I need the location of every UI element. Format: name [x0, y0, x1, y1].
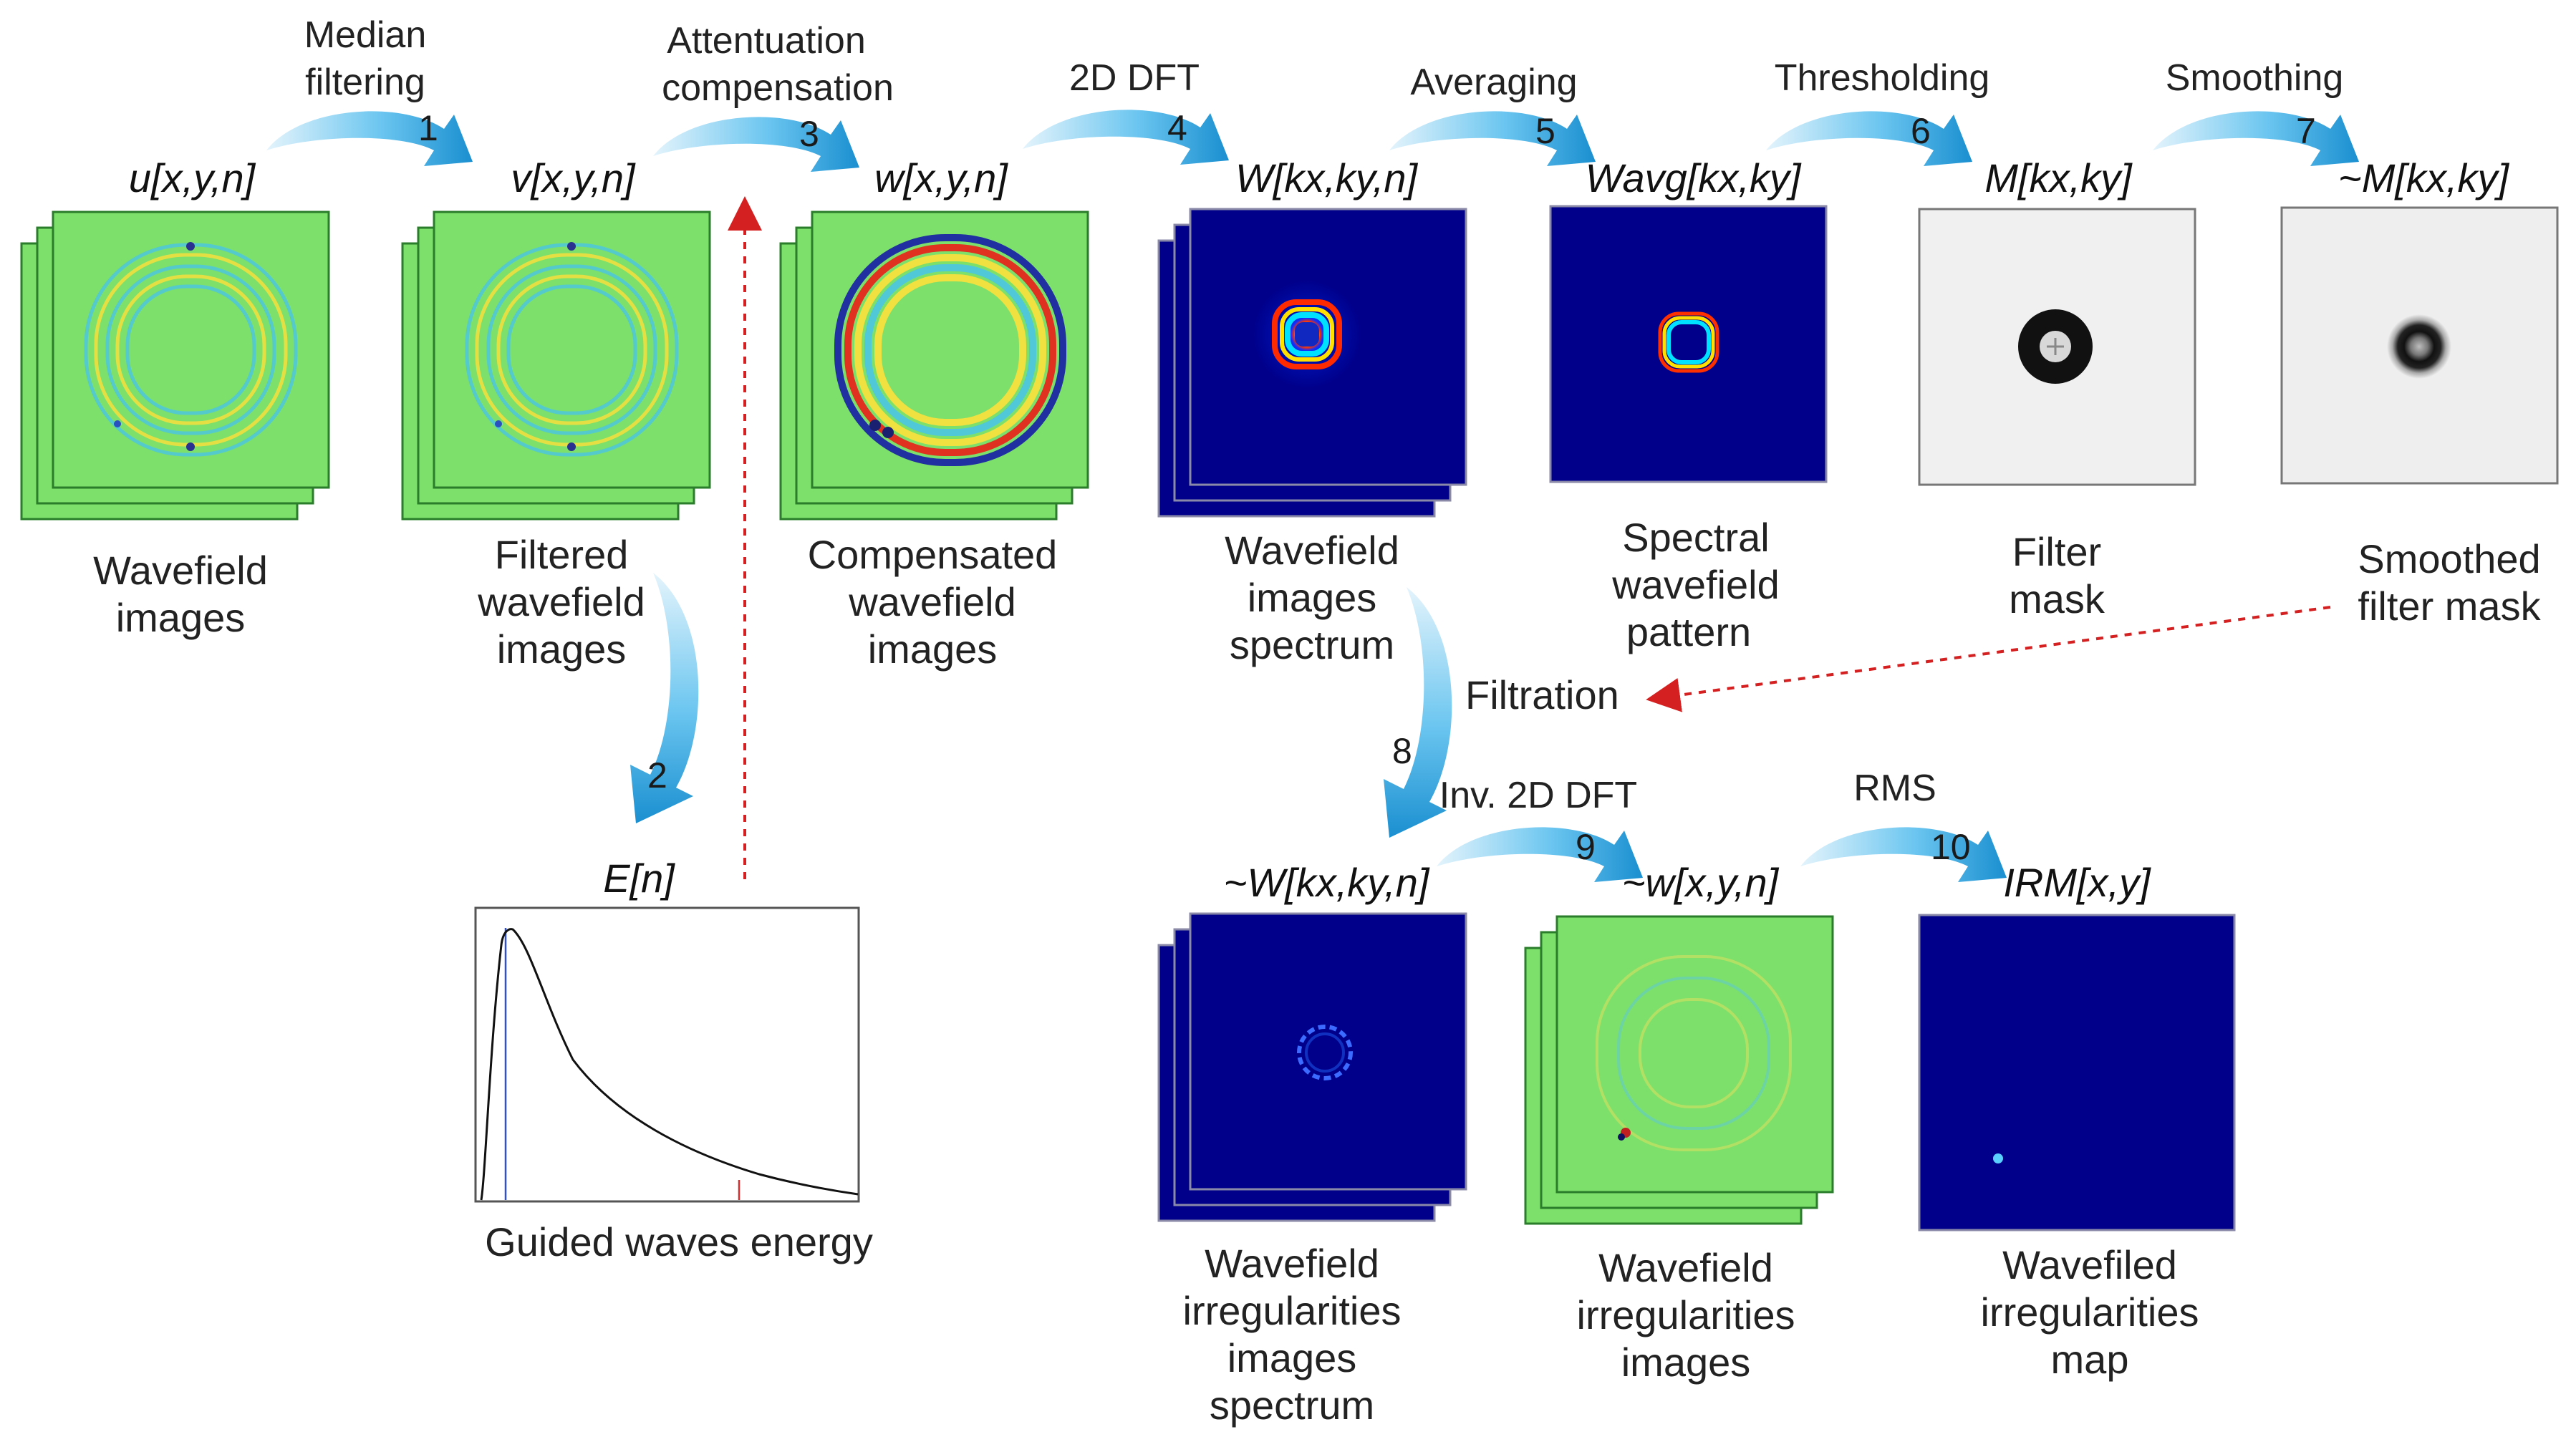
caption-line: Wavefield — [1205, 1241, 1379, 1286]
caption-line: Guided waves energy — [485, 1219, 873, 1264]
arrow-step-10 — [1800, 827, 2007, 882]
guided-waves-energy-plot — [474, 906, 860, 1203]
step-number: 10 — [1931, 827, 1971, 867]
caption-line: images — [1621, 1340, 1751, 1385]
caption-line: Wavefield — [93, 548, 268, 593]
caption-line: images — [1248, 575, 1377, 620]
caption-line: filter mask — [2358, 584, 2541, 629]
caption-line: Smoothed — [2358, 536, 2540, 581]
arrow-step-6 — [1766, 111, 1972, 166]
mask-to-filtration-dashed-arrow — [1646, 606, 2331, 712]
step-number: 9 — [1576, 827, 1596, 867]
caption-line: images — [868, 626, 998, 672]
node-symbol: ~W[kx,ky,n] — [1224, 860, 1430, 905]
node-symbol: u[x,y,n] — [129, 155, 256, 200]
caption-line: map — [2051, 1337, 2129, 1382]
step-label-inv-2d-dft: Inv. 2D DFT — [1439, 775, 1637, 816]
process-arrows — [266, 110, 2359, 882]
caption-line: Wavefield — [1225, 528, 1399, 573]
arrow-step-5 — [1389, 111, 1596, 166]
smoothed-filter-mask — [2280, 206, 2559, 485]
step-number: 2 — [647, 755, 667, 795]
caption-line: wavefield — [477, 579, 645, 624]
step-label-compensation: compensation — [662, 67, 894, 109]
step-number: 7 — [2296, 111, 2316, 151]
caption-line: spectrum — [1210, 1383, 1374, 1428]
caption-line: images — [1227, 1335, 1357, 1380]
irregularities-map — [1918, 914, 2236, 1231]
step-label-thresholding: Thresholding — [1775, 57, 1990, 99]
node-symbol: W[kx,ky,n] — [1235, 155, 1419, 200]
filter-mask — [1918, 208, 2196, 486]
irregularities-spectrum-stack — [1157, 912, 1467, 1222]
step-label-filtering: filtering — [305, 62, 425, 103]
step-number: 4 — [1167, 108, 1187, 148]
arrow-step-7 — [2153, 111, 2359, 166]
wavefield-images-spectrum-stack — [1157, 208, 1467, 518]
caption-line: wavefield — [1611, 562, 1779, 607]
step-number: 8 — [1392, 731, 1412, 771]
step-number: 5 — [1535, 111, 1555, 151]
step-label-median: Median — [304, 14, 427, 56]
arrow-step-3 — [653, 117, 859, 172]
caption-line: Spectral — [1622, 515, 1769, 560]
node-symbol: M[kx,ky] — [1984, 155, 2133, 200]
arrow-step-4 — [1023, 110, 1229, 165]
filtered-wavefield-images-stack — [401, 211, 711, 521]
node-symbol: ~w[x,y,n] — [1622, 860, 1780, 905]
step-label-2d-dft: 2D DFT — [1069, 57, 1200, 99]
step-label-smoothing: Smoothing — [2166, 57, 2344, 99]
filtration-label: Filtration — [1465, 672, 1619, 717]
caption-line: Wavefield — [1598, 1245, 1773, 1290]
step-number: 1 — [418, 108, 438, 148]
caption-line: Filtered — [495, 532, 629, 577]
node-symbol: v[x,y,n] — [511, 155, 636, 200]
caption-line: mask — [2009, 576, 2105, 621]
node-symbol: Wavg[kx,ky] — [1586, 155, 1802, 200]
step-label-averaging: Averaging — [1410, 62, 1577, 103]
wavefield-images-stack — [20, 211, 330, 521]
caption-line: Compensated — [808, 532, 1058, 577]
step-label-attenuation: Attentuation — [667, 20, 866, 62]
arrow-step-8 — [1384, 587, 1452, 838]
step-number: 3 — [799, 114, 819, 154]
arrow-step-9 — [1437, 827, 1643, 882]
caption-line: images — [497, 626, 627, 672]
arrow-step-2 — [630, 573, 699, 823]
caption-line: pattern — [1626, 609, 1751, 654]
spectral-wavefield-pattern — [1549, 205, 1828, 483]
node-symbol: w[x,y,n] — [874, 155, 1008, 200]
node-symbol: E[n] — [603, 856, 675, 901]
caption-line: wavefield — [848, 579, 1016, 624]
caption-line: irregularities — [1981, 1289, 2199, 1335]
caption-line: Filter — [2012, 529, 2101, 574]
node-symbol: IRM[x,y] — [2003, 860, 2151, 905]
caption-line: spectrum — [1230, 622, 1394, 667]
step-number: 6 — [1911, 111, 1931, 151]
compensated-wavefield-images-stack — [779, 211, 1089, 521]
irregularities-images-stack — [1524, 915, 1834, 1225]
caption-line: Wavefiled — [2002, 1242, 2177, 1287]
arrow-step-1 — [266, 111, 473, 166]
caption-line: irregularities — [1183, 1288, 1402, 1333]
caption-line: irregularities — [1577, 1292, 1795, 1337]
node-symbol: ~M[kx,ky] — [2338, 155, 2509, 200]
step-label-rms: RMS — [1853, 768, 1936, 809]
caption-line: images — [116, 595, 246, 640]
